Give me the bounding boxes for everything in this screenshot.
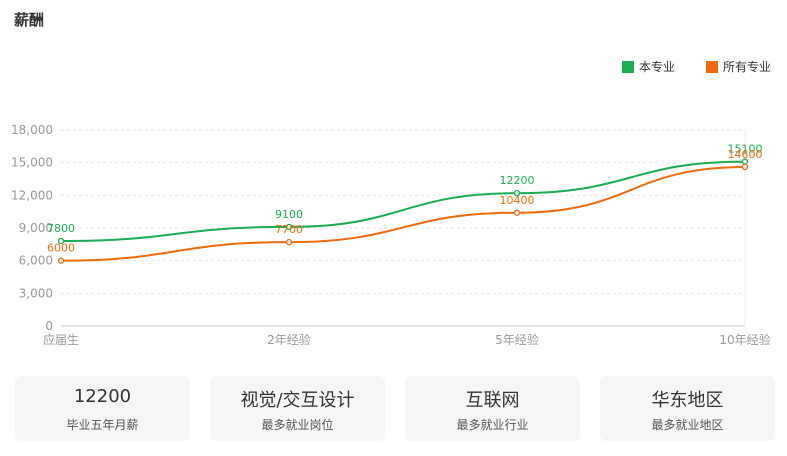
data-label: 12200 — [500, 174, 535, 187]
x-tick-label: 5年经验 — [495, 332, 539, 347]
data-point — [57, 257, 65, 264]
y-tick-label: 0 — [45, 319, 53, 333]
x-tick-label: 2年经验 — [267, 332, 311, 347]
legend-swatch-major — [622, 60, 634, 73]
card-label: 最多就业行业 — [456, 418, 529, 432]
data-point — [513, 190, 521, 197]
y-tick-label: 18,000 — [11, 123, 53, 137]
card-label: 最多就业地区 — [651, 418, 724, 432]
data-label: 7800 — [47, 222, 75, 235]
data-point — [285, 223, 293, 231]
y-tick-label: 9,000 — [19, 221, 53, 235]
data-point — [57, 237, 65, 245]
y-tick-label: 3,000 — [19, 286, 53, 300]
card-value: 华东地区 — [651, 390, 724, 411]
y-tick-label: 6,000 — [19, 254, 53, 268]
legend-label-all: 所有专业 — [723, 60, 772, 74]
card-value: 互联网 — [465, 390, 520, 411]
data-label: 10400 — [500, 194, 535, 207]
chart-lines — [60, 160, 746, 262]
x-tick-label: 10年经验 — [719, 332, 770, 347]
data-label: 15100 — [728, 143, 763, 156]
summary-card-salary: 12200 毕业五年月薪 — [15, 376, 190, 441]
x-tick-label: 应届生 — [43, 332, 79, 347]
x-axis: 应届生 2年经验 5年经验 10年经验 — [43, 325, 771, 347]
data-label: 7700 — [275, 223, 303, 236]
series-line — [60, 160, 746, 243]
summary-card-position: 视觉/交互设计 最多就业岗位 — [210, 376, 385, 441]
data-point — [741, 163, 749, 171]
series-line — [60, 166, 746, 262]
chart-points — [57, 158, 749, 264]
chart-title: 薪酬 — [14, 11, 45, 29]
data-point — [285, 239, 293, 246]
chart-data-labels: 7800 9100 12200 15100 6000 7700 10400 14600 — [47, 143, 763, 255]
summary-card-region: 华东地区 最多就业地区 — [600, 376, 775, 441]
line-chart: 0 3,000 6,000 9,000 12,000 15,000 18,000 应届生 2年… — [11, 123, 771, 347]
data-label: 14600 — [728, 148, 763, 161]
legend-item-major[interactable]: 本专业 — [622, 58, 675, 75]
y-tick-label: 12,000 — [11, 188, 53, 202]
card-value: 12200 — [73, 386, 132, 407]
summary-card-industry: 互联网 最多就业行业 — [405, 376, 580, 441]
y-tick-label: 15,000 — [11, 156, 53, 170]
y-axis: 0 3,000 6,000 9,000 12,000 15,000 18,000 — [11, 123, 53, 333]
data-point — [513, 209, 521, 216]
legend-label-major: 本专业 — [639, 60, 676, 74]
legend-swatch-all — [706, 60, 718, 73]
legend-item-all[interactable]: 所有专业 — [706, 58, 771, 75]
data-label: 9100 — [275, 208, 303, 221]
chart-grid — [61, 129, 746, 326]
data-label: 6000 — [47, 242, 75, 255]
card-label: 最多就业岗位 — [261, 418, 334, 432]
card-value: 视觉/交互设计 — [240, 390, 355, 411]
card-label: 毕业五年月薪 — [66, 418, 139, 432]
